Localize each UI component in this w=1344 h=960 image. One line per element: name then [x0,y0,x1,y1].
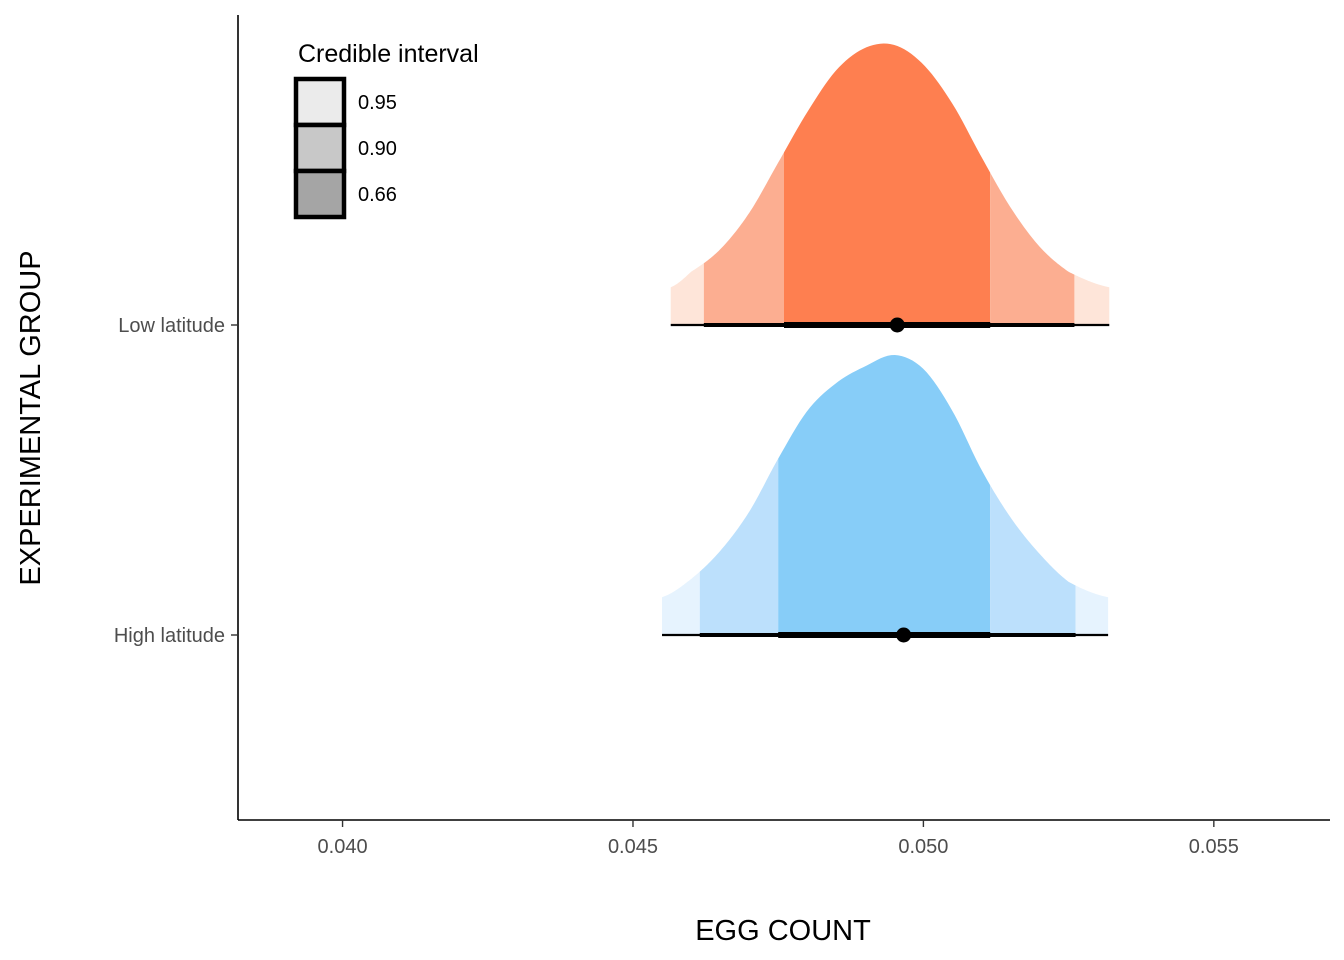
legend-key-0.66 [293,168,347,220]
legend-keys: 0.95 0.90 0.66 [293,76,397,220]
legend-title: Credible interval [298,40,479,68]
x-tick-label: 0.055 [1189,836,1239,858]
x-axis-title: EGG COUNT [695,915,871,947]
y-tick-label: High latitude [114,625,225,647]
density-layer [662,43,1110,635]
point-estimate-high-latitude [896,627,912,643]
x-tick-label: 0.050 [898,836,948,858]
legend-label: 0.90 [358,138,397,160]
density-band-high-latitude-mid-right [990,485,1076,635]
density-band-high-latitude-inner [778,355,991,635]
y-tick-label: Low latitude [118,315,225,337]
x-tick-label: 0.040 [318,836,368,858]
density-band-high-latitude-mid-left [699,458,779,635]
y-axis-title: EXPERIMENTAL GROUP [15,250,47,585]
density-band-low-latitude-mid-left [703,152,784,325]
density-band-low-latitude-inner [784,43,991,326]
legend-label: 0.66 [358,184,397,206]
point-estimate-low-latitude [889,317,905,333]
density-band-low-latitude-outer-right [1074,274,1110,325]
interval-layer [662,317,1110,643]
legend-label: 0.95 [358,92,397,114]
density-band-low-latitude-mid-right [990,172,1075,325]
density-band-high-latitude-outer-right [1075,585,1109,635]
legend-key-0.95 [293,76,347,128]
x-tick-label: 0.045 [608,836,658,858]
legend-key-0.90 [293,122,347,174]
y-axis-ticks: Low latitude High latitude [114,315,238,647]
density-band-high-latitude-outer-left [662,571,700,635]
density-band-low-latitude-outer-left [670,263,704,325]
legend: Credible interval 0.95 0.90 0.66 [293,40,479,220]
x-axis-ticks: 0.040 0.045 0.050 0.055 [318,820,1239,858]
